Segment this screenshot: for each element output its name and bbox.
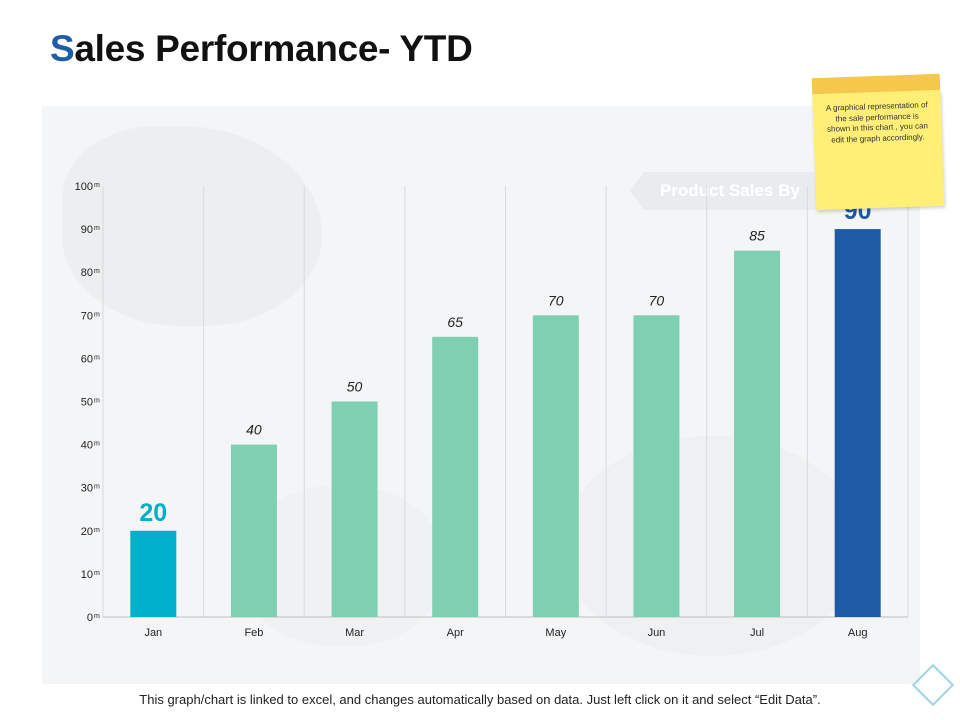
bar[interactable] bbox=[633, 315, 680, 617]
data-label: 70 bbox=[649, 292, 665, 308]
footer-note: This graph/chart is linked to excel, and… bbox=[139, 692, 821, 707]
bar[interactable] bbox=[532, 315, 579, 617]
y-tick-label: 70 bbox=[81, 310, 93, 322]
x-tick-label: Jan bbox=[144, 627, 162, 639]
y-tick-label: 40 bbox=[81, 440, 93, 452]
y-tick-unit: m bbox=[94, 398, 100, 405]
y-tick-unit: m bbox=[94, 182, 100, 189]
data-label: 65 bbox=[447, 314, 463, 330]
title-text: ales Performance- YTD bbox=[74, 28, 473, 69]
data-label: 50 bbox=[347, 379, 363, 395]
slide-title: Sales Performance- YTD bbox=[50, 28, 473, 70]
bar[interactable] bbox=[834, 229, 881, 617]
y-tick-label: 90 bbox=[81, 224, 93, 236]
y-tick-label: 0 bbox=[87, 612, 93, 624]
y-tick-unit: m bbox=[94, 268, 100, 275]
data-label: 40 bbox=[246, 422, 262, 438]
sticky-note-paper: A graphical representation of the sale p… bbox=[812, 89, 945, 211]
y-tick-label: 80 bbox=[81, 267, 93, 279]
x-tick-label: Jul bbox=[750, 627, 764, 639]
x-tick-label: Mar bbox=[345, 627, 364, 639]
x-tick-label: Aug bbox=[848, 627, 868, 639]
sticky-note-text: A graphical representation of the sale p… bbox=[825, 100, 929, 145]
x-tick-label: Apr bbox=[447, 627, 464, 639]
y-tick-unit: m bbox=[94, 441, 100, 448]
y-tick-unit: m bbox=[94, 570, 100, 577]
sticky-note: A graphical representation of the sale p… bbox=[811, 73, 945, 211]
x-tick-label: May bbox=[545, 627, 566, 639]
y-tick-unit: m bbox=[94, 311, 100, 318]
y-tick-label: 100 bbox=[75, 181, 93, 193]
x-tick-label: Feb bbox=[244, 627, 263, 639]
y-tick-label: 20 bbox=[81, 526, 93, 538]
background-shape bbox=[562, 436, 862, 656]
y-tick-unit: m bbox=[94, 484, 100, 491]
data-label: 85 bbox=[749, 228, 765, 244]
banner-text: Product Sales By bbox=[660, 181, 800, 200]
y-tick-unit: m bbox=[94, 613, 100, 620]
y-tick-label: 50 bbox=[81, 397, 93, 409]
y-tick-unit: m bbox=[94, 225, 100, 232]
data-label: 70 bbox=[548, 292, 564, 308]
x-tick-label: Jun bbox=[648, 627, 666, 639]
product-sales-banner: Product Sales By bbox=[630, 172, 840, 210]
bar[interactable] bbox=[432, 336, 479, 617]
y-tick-unit: m bbox=[94, 527, 100, 534]
background-shape bbox=[62, 126, 322, 326]
title-accent-letter: S bbox=[50, 28, 75, 69]
bar[interactable] bbox=[734, 250, 781, 617]
bar[interactable] bbox=[331, 401, 378, 618]
y-tick-label: 60 bbox=[81, 353, 93, 365]
bar[interactable] bbox=[230, 444, 277, 617]
data-label: 20 bbox=[139, 499, 167, 527]
y-tick-label: 10 bbox=[81, 569, 93, 581]
bar[interactable] bbox=[130, 530, 177, 617]
y-tick-unit: m bbox=[94, 354, 100, 361]
y-tick-label: 30 bbox=[81, 483, 93, 495]
